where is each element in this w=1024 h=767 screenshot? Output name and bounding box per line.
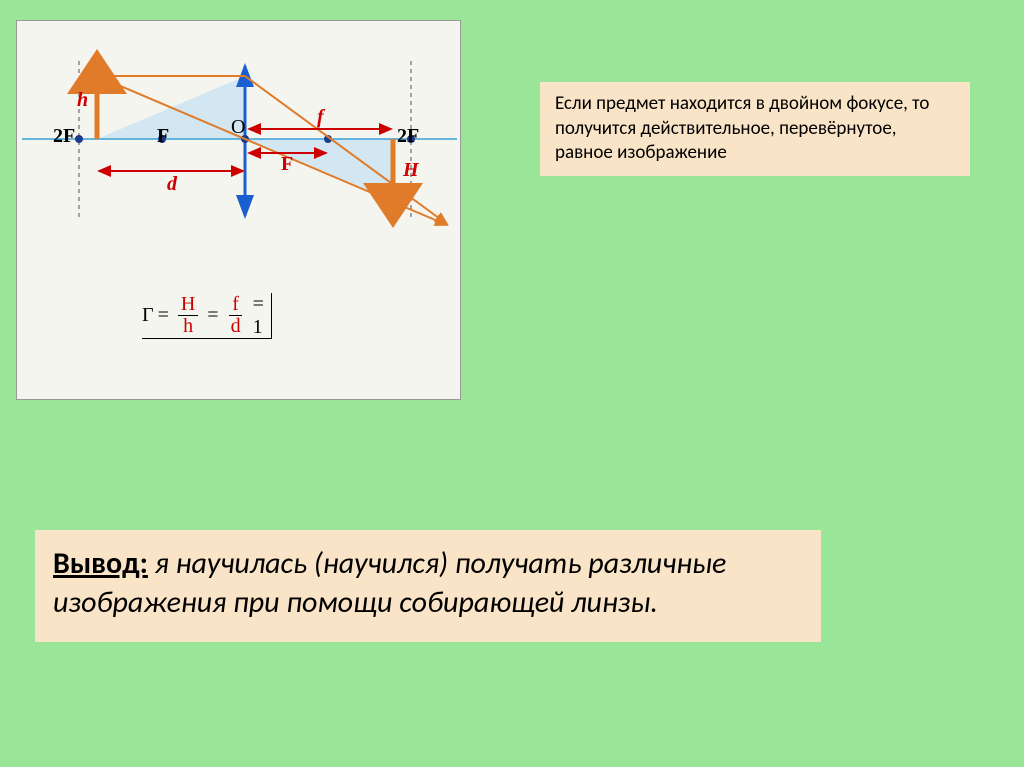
label-neg2F: 2F bbox=[53, 125, 75, 148]
formula-fnum: f bbox=[229, 294, 242, 316]
label-F-dim: F bbox=[281, 153, 293, 176]
frac-H-h: H h bbox=[178, 294, 198, 337]
formula-dden: d bbox=[228, 316, 244, 337]
label-negF: F bbox=[157, 125, 169, 148]
formula-hden: h bbox=[180, 316, 196, 337]
conclusion-label: Вывод: bbox=[53, 545, 148, 582]
label-d: d bbox=[167, 173, 177, 196]
formula-eq-one: = 1 bbox=[253, 293, 271, 339]
label-h: h bbox=[77, 89, 88, 112]
label-pos2F: 2F bbox=[397, 125, 419, 148]
frac-f-d: f d bbox=[228, 294, 244, 337]
caption-text: Если предмет находится в двойном фокусе,… bbox=[555, 92, 929, 164]
formula-eq2: = bbox=[207, 304, 218, 327]
formula-H: H bbox=[178, 294, 198, 316]
caption-box: Если предмет находится в двойном фокусе,… bbox=[540, 82, 970, 176]
magnification-formula: Г = H h = f d = 1 bbox=[142, 293, 272, 339]
diagram-panel: 2F F O 2F h H f d F Г = H h = f d = 1 bbox=[16, 20, 461, 400]
conclusion-box: Вывод: я научилась (научился) получать р… bbox=[35, 530, 821, 642]
formula-gamma: Г bbox=[142, 304, 154, 327]
label-H: H bbox=[403, 159, 419, 182]
conclusion-text: я научилась (научился) получать различны… bbox=[53, 545, 726, 621]
label-f: f bbox=[317, 106, 324, 129]
label-O: O bbox=[231, 116, 245, 139]
formula-eq1: = bbox=[158, 304, 169, 327]
